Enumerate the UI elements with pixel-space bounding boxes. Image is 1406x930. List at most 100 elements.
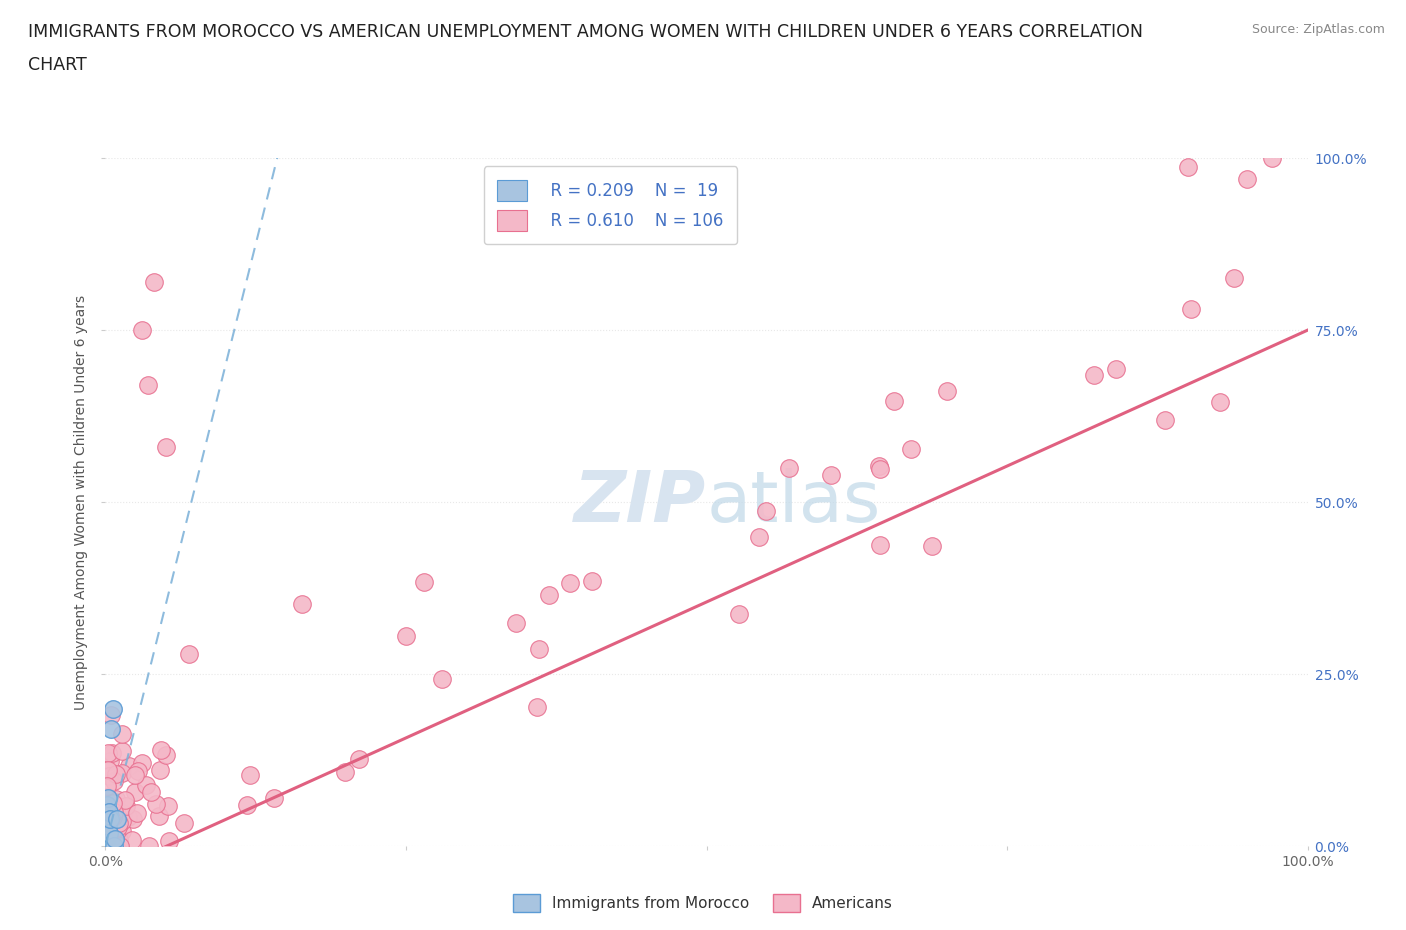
Point <box>1104 362 1126 377</box>
Point <box>1153 413 1175 428</box>
Point <box>98 813 121 828</box>
Point <box>97 818 120 833</box>
Point <box>111 814 134 829</box>
Point <box>394 629 416 644</box>
Point <box>96 839 118 854</box>
Point <box>103 805 125 820</box>
Point <box>108 839 131 854</box>
Point <box>104 767 127 782</box>
Point <box>121 833 143 848</box>
Point <box>94 811 117 826</box>
Point <box>138 839 160 854</box>
Point <box>537 588 560 603</box>
Point <box>94 832 117 847</box>
Point <box>103 839 125 854</box>
Point <box>97 746 120 761</box>
Point <box>1223 271 1246 286</box>
Point <box>136 378 159 392</box>
Text: IMMIGRANTS FROM MOROCCO VS AMERICAN UNEMPLOYMENT AMONG WOMEN WITH CHILDREN UNDER: IMMIGRANTS FROM MOROCCO VS AMERICAN UNEM… <box>28 23 1143 41</box>
Point <box>505 615 527 630</box>
Point <box>94 828 117 843</box>
Point <box>149 763 172 777</box>
Point <box>1236 171 1258 186</box>
Point <box>432 672 454 687</box>
Point <box>105 803 128 817</box>
Point <box>124 768 146 783</box>
Point <box>108 839 131 854</box>
Point <box>97 763 120 777</box>
Point <box>94 839 117 854</box>
Point <box>94 804 117 819</box>
Point <box>98 805 121 820</box>
Point <box>155 748 177 763</box>
Point <box>117 809 139 824</box>
Point <box>97 823 120 838</box>
Text: atlas: atlas <box>707 468 882 537</box>
Point <box>177 647 200 662</box>
Point <box>115 798 138 813</box>
Point <box>94 825 117 840</box>
Point <box>1260 151 1282 166</box>
Point <box>98 813 121 828</box>
Point <box>145 796 167 811</box>
Point <box>727 606 749 621</box>
Point <box>100 707 122 722</box>
Point <box>149 742 172 757</box>
Point <box>124 785 146 800</box>
Point <box>921 538 943 553</box>
Point <box>155 440 177 455</box>
Point <box>118 759 141 774</box>
Point <box>1180 302 1202 317</box>
Point <box>97 839 120 854</box>
Point <box>263 790 285 805</box>
Text: CHART: CHART <box>28 56 87 73</box>
Point <box>1177 159 1199 174</box>
Point <box>820 468 842 483</box>
Point <box>101 809 124 824</box>
Point <box>101 793 124 808</box>
Point <box>103 795 125 810</box>
Point <box>291 596 314 611</box>
Point <box>94 839 117 854</box>
Point <box>157 799 180 814</box>
Point <box>131 323 153 338</box>
Point <box>111 726 134 741</box>
Point <box>98 825 121 840</box>
Point <box>100 745 122 760</box>
Point <box>135 777 157 792</box>
Point <box>148 809 170 824</box>
Point <box>581 574 603 589</box>
Point <box>97 831 120 846</box>
Point <box>936 383 959 398</box>
Point <box>173 816 195 830</box>
Point <box>868 458 890 473</box>
Point <box>96 798 118 813</box>
Point <box>111 805 134 820</box>
Point <box>127 805 149 820</box>
Point <box>755 504 778 519</box>
Point <box>96 800 118 815</box>
Point <box>114 792 136 807</box>
Point <box>141 784 163 799</box>
Point <box>122 812 145 827</box>
Point <box>347 751 370 766</box>
Point <box>883 393 905 408</box>
Point <box>98 768 121 783</box>
Text: Source: ZipAtlas.com: Source: ZipAtlas.com <box>1251 23 1385 36</box>
Point <box>778 461 800 476</box>
Point <box>107 839 129 854</box>
Point <box>111 743 134 758</box>
Point <box>157 833 180 848</box>
Point <box>131 755 153 770</box>
Point <box>1209 394 1232 409</box>
Point <box>104 832 127 847</box>
Point <box>98 753 121 768</box>
Point <box>1083 367 1105 382</box>
Point <box>96 839 118 854</box>
Point <box>239 767 262 782</box>
Point <box>748 530 770 545</box>
Point <box>96 790 118 804</box>
Point <box>107 811 129 826</box>
Legend: Immigrants from Morocco, Americans: Immigrants from Morocco, Americans <box>506 888 900 918</box>
Point <box>107 819 129 834</box>
